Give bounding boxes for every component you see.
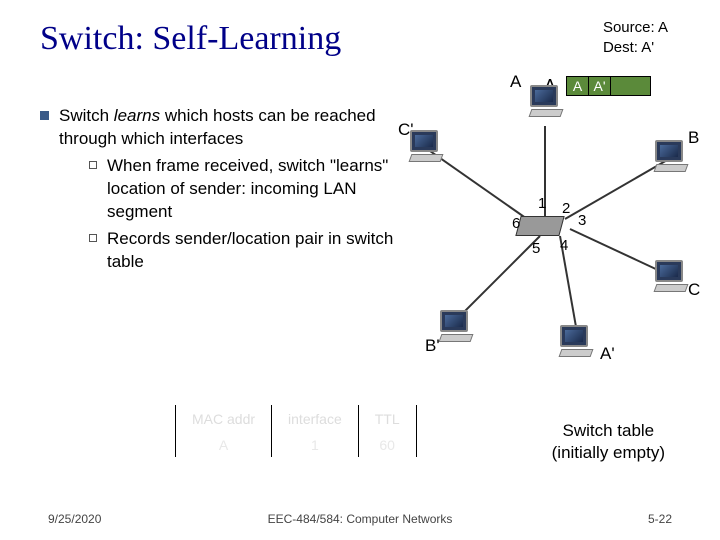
monitor-icon — [410, 130, 438, 152]
host-label-B: B — [688, 128, 699, 148]
host-label-Ap: A' — [600, 344, 615, 364]
bullet-hollow-icon — [89, 234, 97, 242]
host-C — [655, 260, 691, 294]
monitor-icon — [440, 310, 468, 332]
source-dest-label: Source: A Dest: A' — [603, 18, 668, 57]
slide-title: Switch: Self-Learning — [40, 20, 341, 58]
caption-line1: Switch table — [552, 420, 665, 442]
bullet-text-pre: Switch — [59, 106, 114, 125]
host-label-A: A — [510, 72, 521, 92]
monitor-icon — [655, 260, 683, 282]
bullet-hollow-icon — [89, 161, 97, 169]
port-number: 1 — [538, 195, 546, 212]
td-mac: A — [176, 433, 272, 457]
port-number: 2 — [562, 200, 570, 217]
bullet-square-icon — [40, 111, 49, 120]
host-A — [530, 85, 566, 119]
source-line: Source: A — [603, 18, 668, 38]
frame-cell-payload — [611, 77, 650, 95]
port-number: 4 — [560, 237, 568, 254]
bullet-sub1-text: When frame received, switch "learns" loc… — [107, 155, 400, 224]
td-interface: 1 — [272, 433, 359, 457]
bullet-sub-2: Records sender/location pair in switch t… — [89, 228, 400, 274]
computer-base-icon — [559, 349, 594, 357]
host-Ap — [560, 325, 596, 359]
network-diagram: ABCA'B'C'123456 — [400, 100, 700, 380]
host-label-C: C — [688, 280, 700, 300]
host-Bp — [440, 310, 476, 344]
monitor-icon — [560, 325, 588, 347]
computer-base-icon — [529, 109, 564, 117]
footer-center: EEC-484/584: Computer Networks — [268, 512, 453, 526]
monitor-icon — [655, 140, 683, 162]
monitor-icon — [530, 85, 558, 107]
bullet-text-em: learns — [114, 106, 160, 125]
bullet-list: Switch learns which hosts can be reached… — [40, 105, 400, 280]
frame-box: A A' — [566, 76, 651, 96]
bullet-sub2-text: Records sender/location pair in switch t… — [107, 228, 400, 274]
footer-page: 5-22 — [648, 512, 672, 526]
computer-base-icon — [409, 154, 444, 162]
bullet-sub-1: When frame received, switch "learns" loc… — [89, 155, 400, 224]
th-interface: interface — [272, 405, 359, 433]
host-label-Bp: B' — [425, 336, 440, 356]
computer-base-icon — [654, 284, 689, 292]
host-label-Cp: C' — [398, 120, 414, 140]
footer-date: 9/25/2020 — [48, 512, 101, 526]
frame-cell-dest: A — [567, 77, 589, 95]
dest-line: Dest: A' — [603, 38, 668, 58]
switch-icon — [515, 216, 564, 236]
computer-base-icon — [654, 164, 689, 172]
td-ttl: 60 — [358, 433, 416, 457]
port-number: 3 — [578, 212, 586, 229]
table-row: A 1 60 — [176, 433, 417, 457]
frame-cell-src: A' — [589, 77, 611, 95]
table-header-row: MAC addr interface TTL — [176, 405, 417, 433]
table-caption: Switch table (initially empty) — [552, 420, 665, 464]
bullet-main: Switch learns which hosts can be reached… — [40, 105, 400, 274]
port-number: 5 — [532, 240, 540, 257]
caption-line2: (initially empty) — [552, 442, 665, 464]
network-link — [458, 235, 541, 318]
host-Cp — [410, 130, 446, 164]
th-ttl: TTL — [358, 405, 416, 433]
port-number: 6 — [512, 215, 520, 232]
switch-table: MAC addr interface TTL A 1 60 — [175, 405, 417, 457]
host-B — [655, 140, 691, 174]
computer-base-icon — [439, 334, 474, 342]
bullet-main-text: Switch learns which hosts can be reached… — [59, 105, 400, 274]
th-mac: MAC addr — [176, 405, 272, 433]
